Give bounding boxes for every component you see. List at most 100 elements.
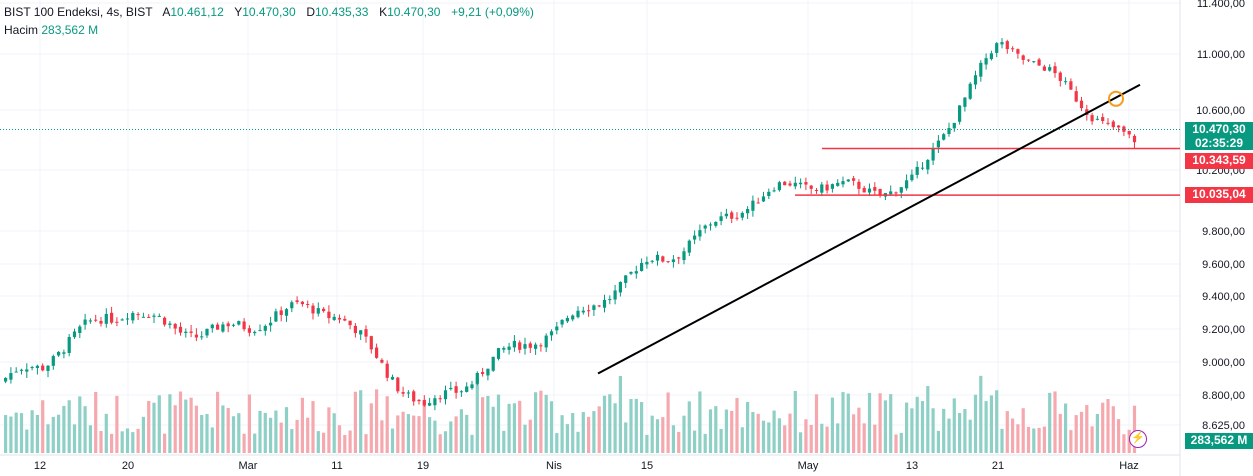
volume-bar xyxy=(1021,408,1025,453)
volume-bar xyxy=(809,424,813,453)
volume-bar xyxy=(592,411,596,453)
current-price-value: 10.470,30 xyxy=(1192,122,1246,136)
volume-bar xyxy=(655,419,660,453)
legend-exchange: BIST xyxy=(125,5,153,19)
time-tick-label: 19 xyxy=(417,460,429,472)
candle-body xyxy=(178,326,183,333)
candle-body xyxy=(602,299,607,308)
volume-bar xyxy=(968,419,972,453)
volume-bar xyxy=(698,391,702,453)
volume-bar xyxy=(518,400,522,453)
volume-bar xyxy=(661,417,665,453)
legend-symbol[interactable]: BIST 100 Endeksi xyxy=(4,5,100,19)
candle-body xyxy=(486,368,490,376)
volume-bar xyxy=(438,434,442,453)
candle-body xyxy=(237,321,241,325)
volume-bar xyxy=(210,427,214,453)
volume-bar xyxy=(788,413,792,453)
volume-bar xyxy=(814,394,819,453)
candle-body xyxy=(417,399,421,402)
candle-body xyxy=(327,311,331,319)
volume-bar xyxy=(523,424,527,453)
volume-bar xyxy=(799,432,803,453)
candle-body xyxy=(78,326,82,333)
time-tick-label: 15 xyxy=(641,460,653,472)
candle-body xyxy=(703,225,707,229)
volume-bar xyxy=(94,391,98,453)
candle-body xyxy=(1037,59,1041,66)
candle-body xyxy=(173,323,177,329)
volume-bar xyxy=(316,431,320,453)
volume-bar xyxy=(475,377,479,453)
candle-body xyxy=(973,75,978,85)
candle-body xyxy=(788,183,792,186)
candle-body xyxy=(571,315,575,320)
volume-bar xyxy=(640,402,644,453)
volume-bar xyxy=(279,422,283,453)
candle-body xyxy=(348,320,352,326)
candle-body xyxy=(1026,59,1031,61)
candle-body xyxy=(131,312,135,321)
volume-bar xyxy=(936,430,940,453)
volume-bar xyxy=(719,428,723,453)
candle-body xyxy=(4,377,8,382)
volume-bar xyxy=(306,417,310,453)
volume-bar xyxy=(353,391,357,453)
candle-body xyxy=(1069,81,1073,90)
volume-bar xyxy=(412,415,416,453)
volume-bar xyxy=(862,423,866,453)
volume-bar xyxy=(226,408,230,453)
volume-bar xyxy=(67,400,71,453)
candle-body xyxy=(624,275,628,283)
candle-body xyxy=(740,212,744,218)
candle-body xyxy=(947,128,951,134)
volume-bar xyxy=(51,416,55,453)
candle-body xyxy=(1016,49,1020,54)
candle-body xyxy=(253,331,257,334)
volume-bar xyxy=(263,412,267,453)
volume-bar xyxy=(417,416,421,453)
volume-label[interactable]: Hacim xyxy=(4,23,39,37)
volume-bar xyxy=(1011,418,1015,453)
candle-body xyxy=(1090,115,1094,122)
legend-ohlc-row: BIST 100 Endeksi, 4s, BIST A10.461,12 Y1… xyxy=(4,5,534,19)
volume-bar xyxy=(295,419,299,453)
volume-bar xyxy=(364,434,368,453)
volume-bar xyxy=(735,397,739,453)
volume-bar xyxy=(544,394,548,453)
volume-bar xyxy=(846,393,850,453)
candle-body xyxy=(412,391,416,402)
candle-body xyxy=(284,309,289,316)
candle-body xyxy=(221,324,225,332)
volume-bar xyxy=(401,411,405,453)
volume-bar xyxy=(783,425,787,453)
volume-bar xyxy=(454,416,458,453)
volume-bar xyxy=(1111,406,1115,453)
volume-bar xyxy=(841,392,845,453)
candle-body xyxy=(1079,100,1084,109)
candle-body xyxy=(99,320,103,324)
volume-bar xyxy=(147,400,151,453)
volume-bar xyxy=(4,415,8,453)
time-tick-label: May xyxy=(798,460,819,472)
volume-bar xyxy=(666,392,670,453)
candle-body xyxy=(189,331,193,333)
candle-body xyxy=(141,316,145,318)
volume-bar xyxy=(131,432,135,453)
volume-bar xyxy=(136,428,140,453)
candle-body xyxy=(730,212,734,219)
candle-body xyxy=(836,182,840,186)
volume-bar xyxy=(1079,411,1084,453)
candle-body xyxy=(979,62,983,77)
lightning-icon[interactable]: ⚡ xyxy=(1129,430,1147,448)
volume-bar xyxy=(274,410,278,453)
candle-body xyxy=(677,257,681,259)
volume-bar xyxy=(1048,392,1052,453)
volume-bar xyxy=(1032,428,1036,453)
volume-bar xyxy=(258,410,262,453)
candle-body xyxy=(311,305,315,314)
candle-body xyxy=(549,331,554,336)
price-tick-label: 9.000,00 xyxy=(1202,357,1245,369)
candle-body xyxy=(756,202,760,204)
